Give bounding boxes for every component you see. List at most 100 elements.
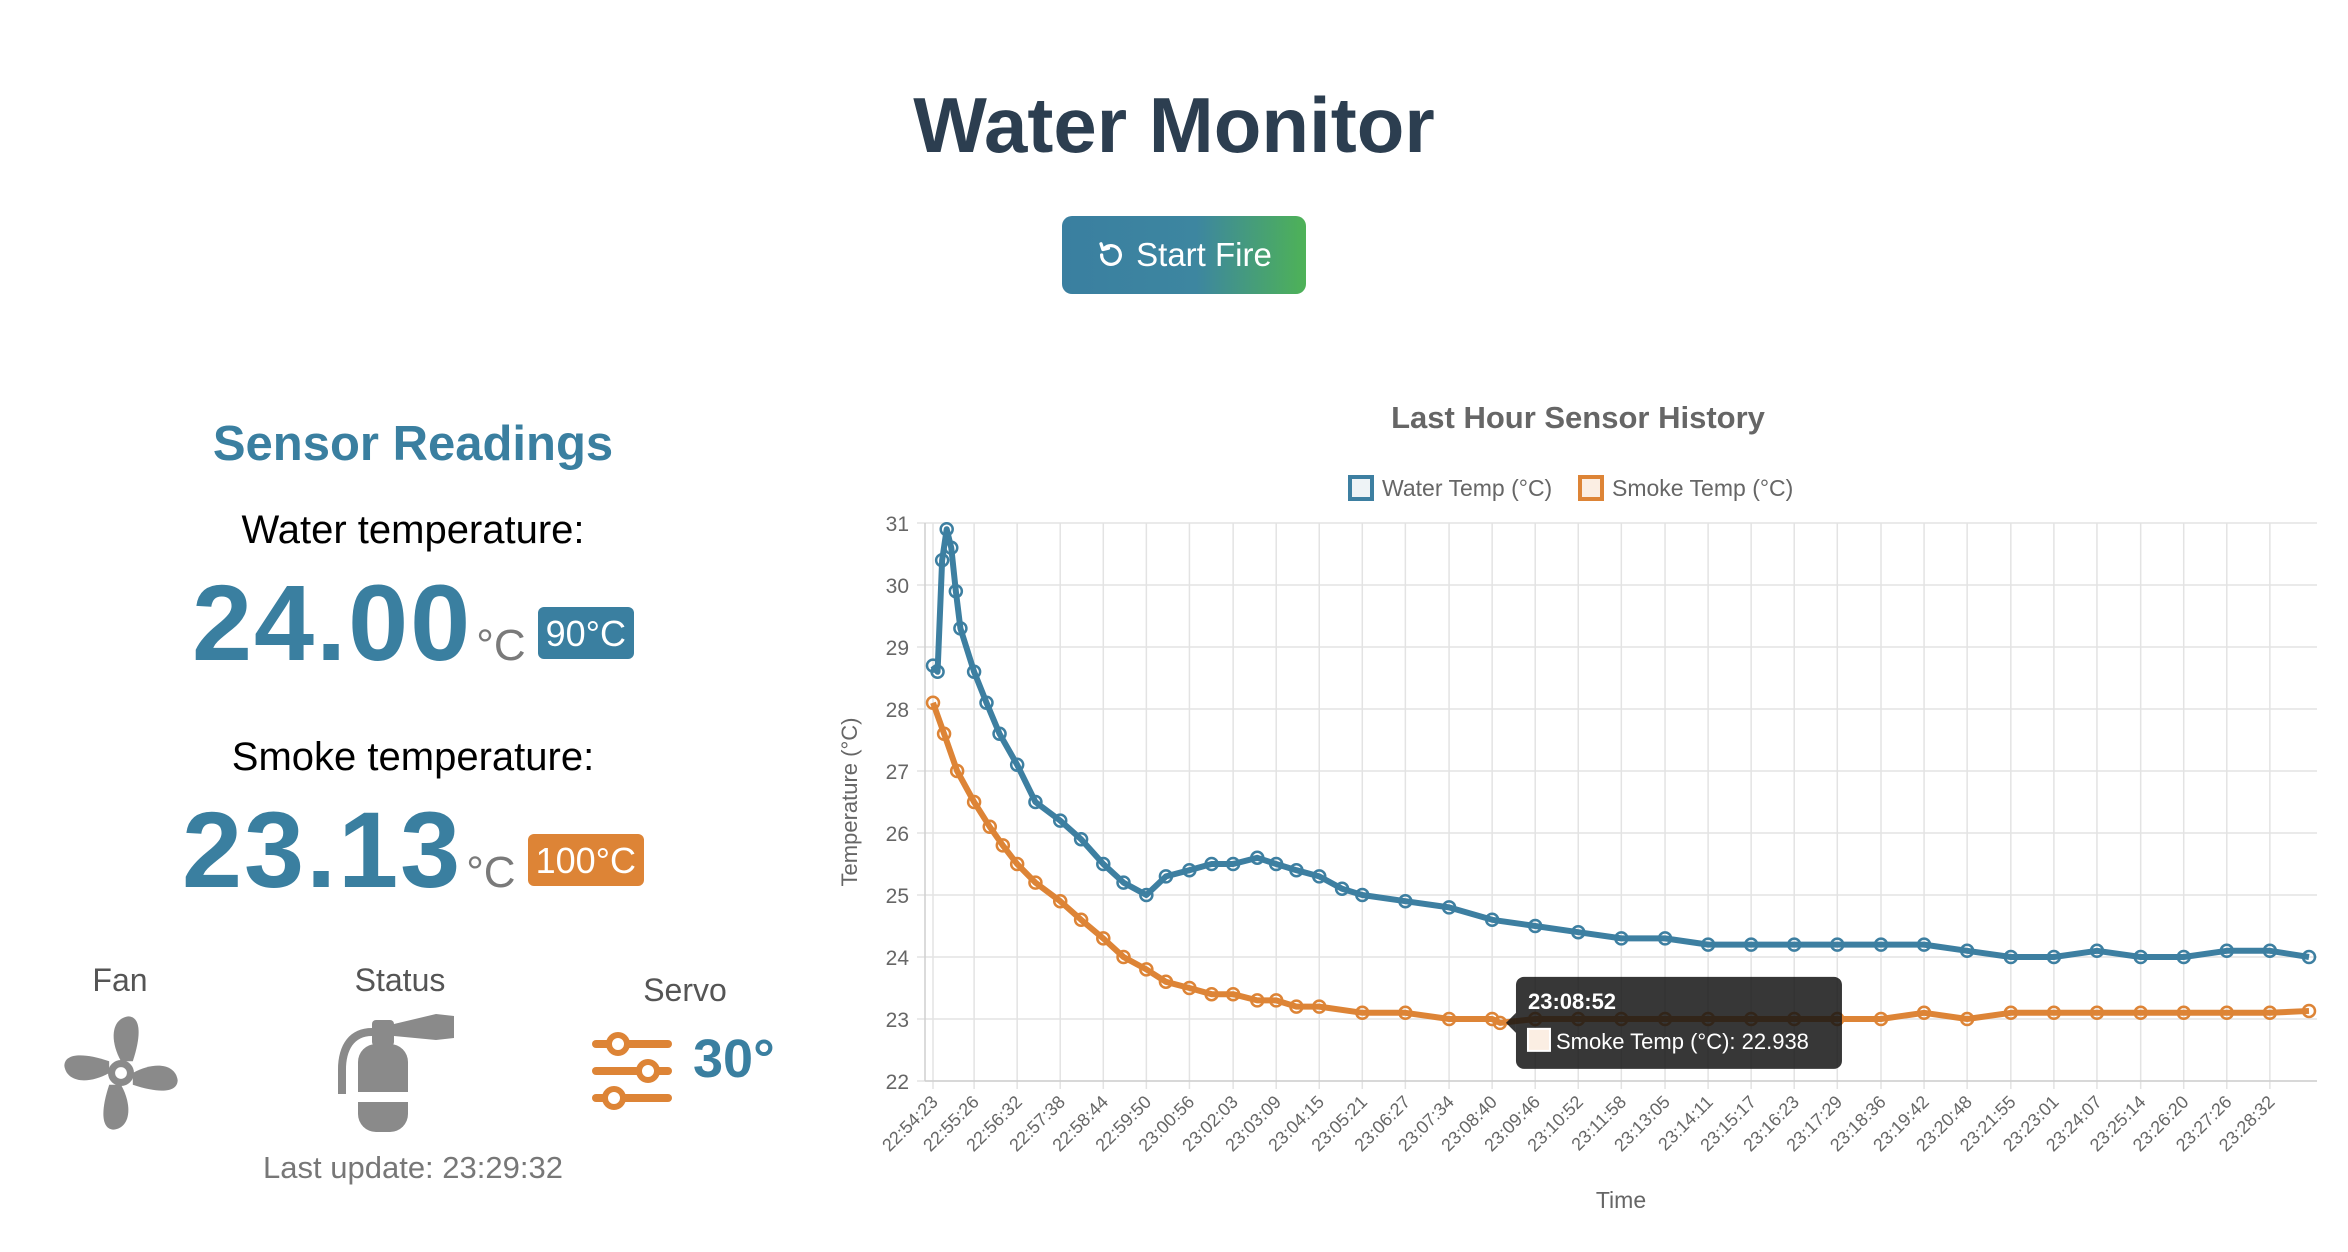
data-point	[2133, 949, 2148, 965]
data-point	[1028, 794, 1043, 810]
legend-label: Smoke Temp (°C)	[1612, 475, 1793, 501]
start-fire-button[interactable]: Start Fire	[1062, 216, 1306, 294]
data-point	[1225, 856, 1241, 872]
data-point	[1225, 986, 1241, 1002]
data-point	[1289, 999, 1304, 1014]
data-point	[2089, 943, 2105, 959]
data-point	[992, 726, 1007, 742]
water-temperature-value: 24.00	[191, 562, 473, 683]
data-point	[1614, 931, 1629, 946]
data-point	[1873, 1011, 1889, 1027]
x-axis-label: Time	[1596, 1187, 1646, 1213]
fan-label: Fan	[92, 962, 148, 998]
data-point	[1052, 813, 1068, 828]
data-point	[1158, 869, 1174, 884]
y-tick-label: 25	[886, 885, 909, 908]
data-point	[1657, 931, 1673, 946]
page-title: Water Monitor	[913, 81, 1435, 169]
data-point	[1527, 918, 1543, 934]
data-point	[939, 521, 954, 537]
data-point	[2262, 1005, 2278, 1021]
data-point	[1916, 1005, 1932, 1021]
data-point	[1916, 937, 1932, 952]
data-point	[1052, 893, 1068, 909]
data-point	[936, 726, 952, 742]
y-tick-label: 28	[886, 699, 909, 722]
data-point	[1139, 962, 1154, 977]
smoke-temperature-unit: °C	[466, 848, 516, 897]
data-point	[1204, 986, 1219, 1002]
data-point	[1204, 856, 1219, 872]
data-point	[1182, 980, 1197, 996]
sensor-history-chart: Last Hour Sensor History Water Temp (°C) S…	[837, 400, 2317, 1213]
data-point	[1073, 912, 1089, 928]
data-point	[966, 664, 982, 680]
data-point	[2046, 1005, 2062, 1021]
data-point	[1182, 862, 1197, 878]
tooltip-pointer	[1505, 1012, 1516, 1033]
data-point	[930, 664, 945, 680]
data-point	[1250, 850, 1265, 866]
chart-title: Last Hour Sensor History	[1391, 400, 1766, 435]
smoke-temperature-reading: 23.13 °C 100°C	[0, 787, 826, 912]
y-tick-label: 27	[886, 761, 909, 784]
data-point	[953, 621, 968, 636]
fire-extinguisher-icon	[338, 1014, 454, 1132]
sliders-icon	[592, 1032, 672, 1110]
data-point	[925, 695, 941, 711]
data-point	[1441, 900, 1457, 915]
servo-value: 30°	[693, 1029, 775, 1089]
data-point	[1268, 993, 1284, 1008]
data-point	[2003, 949, 2019, 965]
data-point	[1441, 1011, 1457, 1027]
data-point	[2301, 949, 2317, 965]
y-tick-label: 30	[886, 575, 909, 598]
data-point	[1096, 856, 1111, 872]
data-point	[2133, 1005, 2148, 1021]
data-point	[2219, 943, 2235, 959]
data-point	[1116, 875, 1131, 890]
data-point	[1289, 862, 1304, 878]
y-tick-label: 26	[886, 823, 909, 846]
legend-swatch	[1578, 475, 1604, 501]
y-tick-label: 24	[886, 947, 910, 970]
data-point	[949, 763, 965, 779]
data-point	[2176, 949, 2191, 965]
data-point	[982, 819, 998, 835]
data-point	[1311, 999, 1327, 1014]
data-point	[966, 794, 982, 810]
data-point	[1250, 993, 1265, 1008]
data-point	[2089, 1005, 2105, 1021]
tooltip-swatch	[1526, 1027, 1551, 1052]
legend-swatch	[1348, 475, 1374, 501]
smoke-temperature-label: Smoke temperature:	[231, 735, 595, 779]
water-temperature-unit: °C	[476, 621, 526, 670]
data-point	[1959, 1011, 1975, 1027]
last-update: Last update: 23:29:32	[263, 1150, 563, 1185]
y-tick-label: 29	[886, 637, 909, 660]
servo-label: Servo	[643, 972, 727, 1008]
water-threshold-badge: 90°C	[537, 607, 635, 659]
start-fire-label: Start Fire	[1136, 236, 1272, 273]
data-point	[1830, 937, 1845, 952]
data-point	[1268, 856, 1284, 872]
data-point	[2301, 1003, 2317, 1019]
smoke-temperature-value: 23.13	[181, 789, 463, 910]
water-temperature-reading: 24.00 °C 90°C	[0, 560, 826, 685]
fan-icon	[64, 1016, 178, 1130]
y-tick-label: 31	[886, 513, 909, 536]
data-point	[2262, 943, 2278, 959]
data-point	[1398, 893, 1413, 909]
data-point	[1959, 943, 1975, 959]
data-point	[948, 583, 964, 599]
data-point	[1116, 949, 1131, 965]
y-tick-label: 22	[886, 1071, 909, 1094]
tooltip-box	[1515, 976, 1842, 1069]
data-point	[1484, 912, 1500, 928]
data-point	[1158, 974, 1174, 990]
status-label: Status	[354, 962, 446, 998]
data-point	[995, 838, 1011, 853]
data-point	[1355, 1005, 1370, 1021]
data-point	[2003, 1005, 2019, 1021]
data-point	[1096, 931, 1111, 946]
